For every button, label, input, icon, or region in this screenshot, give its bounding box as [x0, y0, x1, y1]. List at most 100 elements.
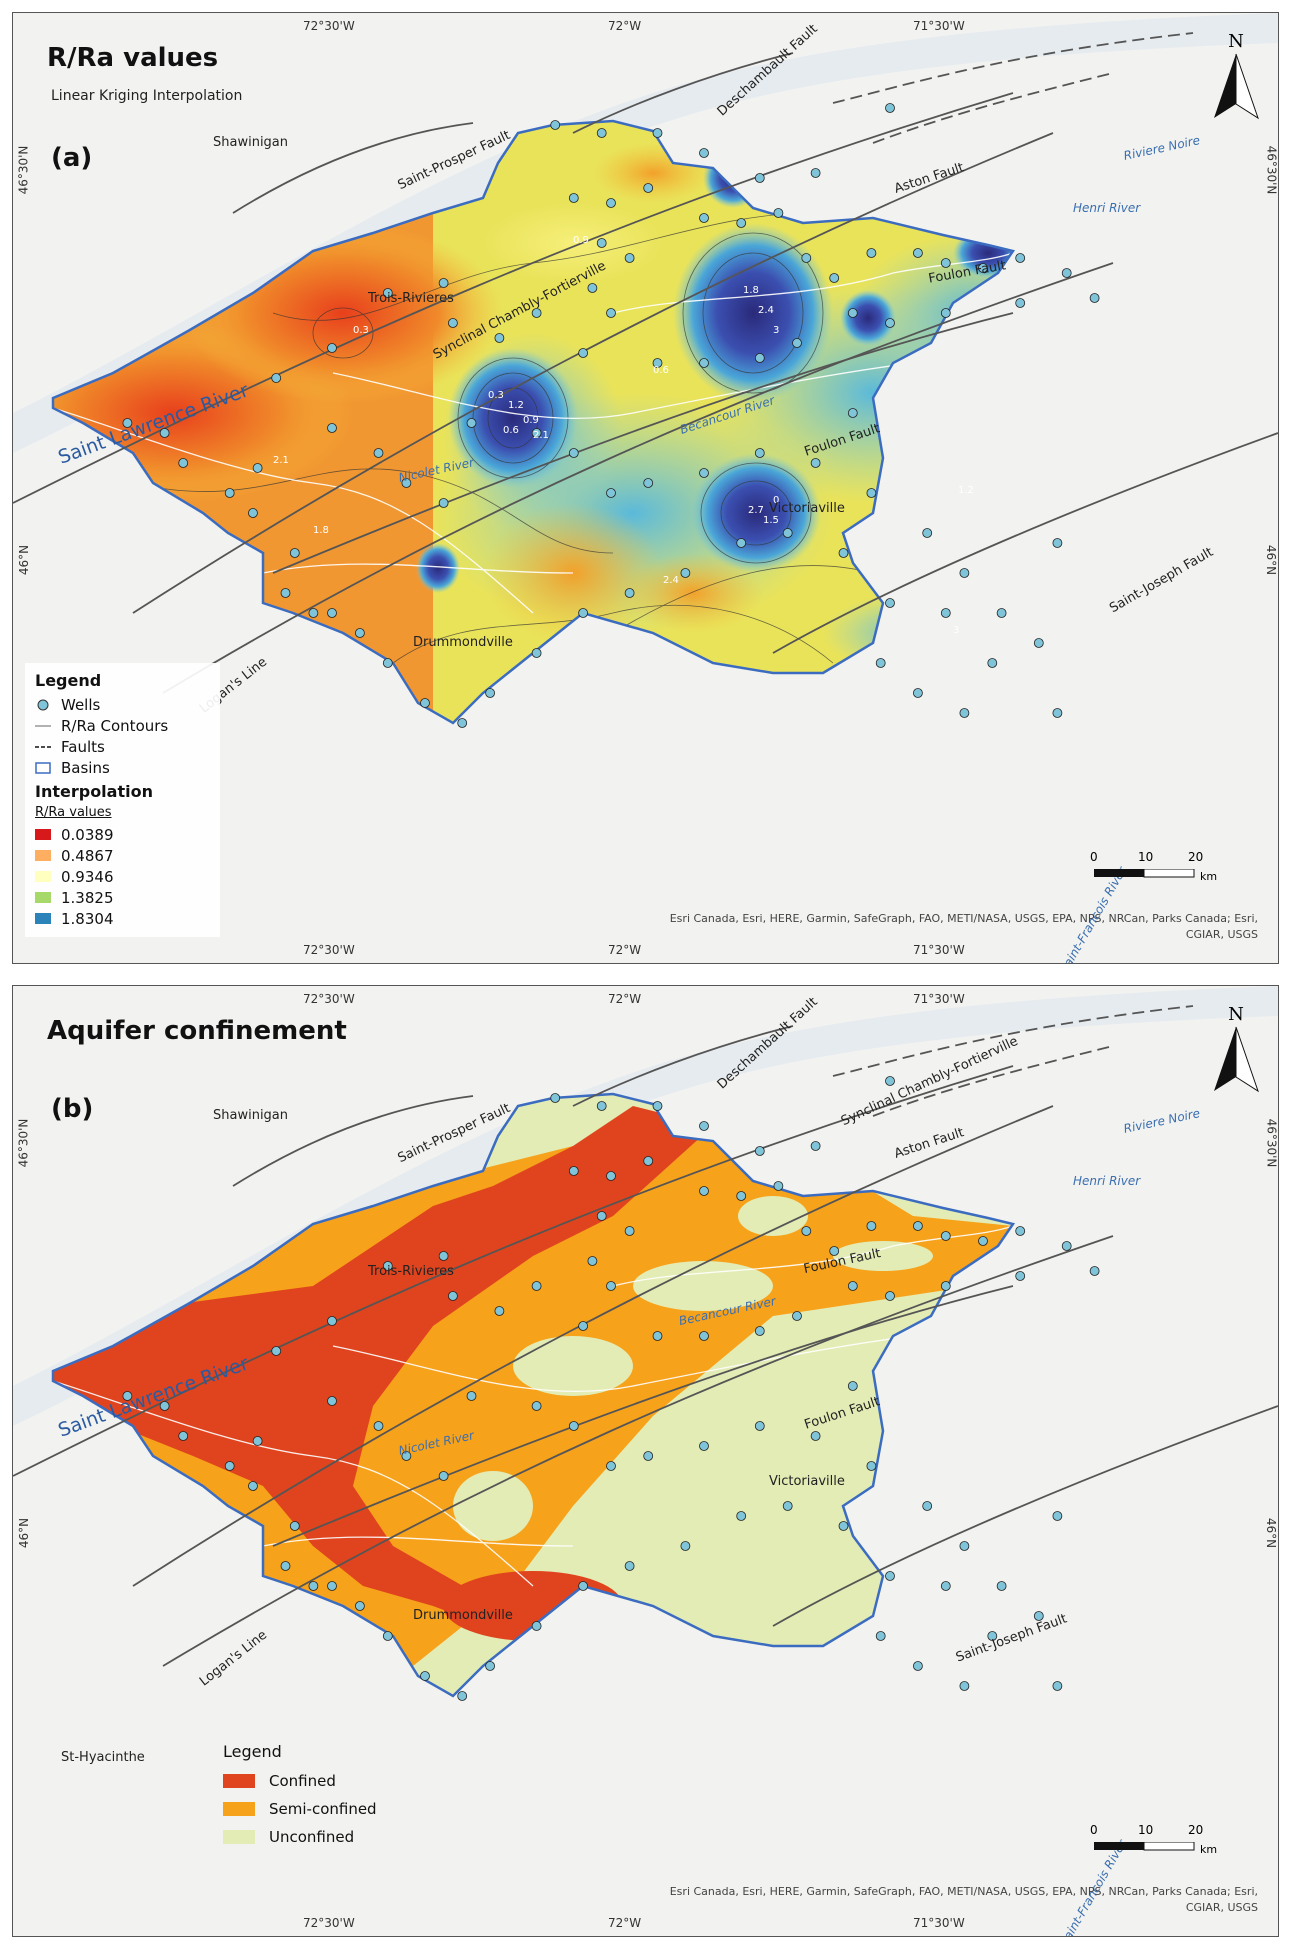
legend-class-a-swatch	[35, 829, 51, 840]
contour-label: 2.4	[663, 575, 679, 586]
well-marker	[373, 448, 384, 458]
well-marker	[838, 1521, 849, 1531]
well-marker	[122, 1391, 133, 1401]
legend-class-a-swatch	[35, 871, 51, 882]
scale-bar-b: 0 10 20 km	[1090, 1823, 1218, 1856]
legend-class-b-label: Confined	[269, 1772, 336, 1790]
label-henri-river-b: Henri River	[1073, 1174, 1141, 1188]
legend-class-b-swatch	[223, 1802, 255, 1816]
well-marker	[531, 428, 542, 438]
legend-basins: Basins	[35, 757, 210, 778]
well-marker	[792, 1311, 802, 1321]
well-marker	[680, 568, 691, 578]
panel-label: (a)	[51, 143, 93, 173]
legend-class-a-swatch	[35, 913, 51, 924]
contour-label: 3	[773, 325, 779, 336]
well-marker	[1015, 1271, 1026, 1281]
place-shawinigan-b: Shawinigan	[213, 1108, 289, 1123]
legend-panel-b: Legend Confined Semi-confined Unconfined	[223, 1742, 377, 1851]
well-marker	[354, 628, 365, 638]
coord-right-2: 46°N	[1263, 544, 1278, 576]
well-marker	[652, 1331, 663, 1341]
well-marker	[606, 308, 616, 318]
well-marker	[987, 658, 998, 668]
well-marker	[457, 1691, 468, 1701]
well-marker	[1052, 1681, 1063, 1691]
well-marker	[1052, 538, 1063, 548]
well-marker	[624, 588, 635, 598]
well-marker	[996, 1581, 1007, 1591]
well-marker	[940, 308, 951, 318]
well-marker	[847, 308, 858, 318]
contour-labels: 0.3 1.2 0.9 0.6 2.1 1.8 2.4 3 2.71.5 0 0.3 1.2 0.9 0.…	[273, 235, 974, 636]
well-marker	[289, 1521, 300, 1531]
well-marker	[866, 488, 877, 498]
legend-contours: R/Ra Contours	[35, 716, 169, 735]
legend-class-a-label: 0.4867	[61, 846, 114, 865]
legend-interp-title: Interpolation	[35, 782, 153, 801]
legend-class-a-2: 0.9346	[35, 866, 210, 887]
contour-label: 3	[953, 625, 959, 636]
well-marker	[308, 608, 319, 618]
well-marker	[643, 1451, 654, 1461]
well-marker	[782, 528, 793, 538]
well-marker	[875, 658, 886, 668]
well-marker	[587, 1256, 598, 1266]
place-drummondville-b: Drummondville	[413, 1608, 513, 1623]
well-marker	[913, 688, 923, 698]
attribution-b: Esri Canada, Esri, HERE, Garmin, SafeGra…	[669, 1885, 1258, 1914]
well-marker	[606, 488, 616, 498]
well-marker	[773, 1181, 784, 1191]
place-trois-rivieres: Trois-Rivieres	[368, 291, 454, 306]
well-marker	[885, 598, 895, 608]
well-marker	[531, 1401, 542, 1411]
legend-class-b-swatch	[223, 1830, 255, 1844]
north-arrow-icon-b: N	[1206, 1004, 1266, 1114]
well-marker	[485, 1661, 496, 1671]
well-marker	[606, 1461, 616, 1471]
well-marker	[810, 168, 821, 178]
map-title-b: Aquifer confinement	[47, 1016, 347, 1046]
well-marker	[959, 568, 970, 578]
well-marker	[736, 1511, 747, 1521]
legend-class-a-3: 1.3825	[35, 887, 210, 908]
well-marker	[1015, 253, 1026, 263]
contour-label: 0.3	[488, 390, 504, 401]
well-marker	[829, 1246, 840, 1256]
well-marker	[280, 1561, 291, 1571]
well-marker	[866, 1461, 877, 1471]
well-marker	[699, 358, 709, 368]
north-arrow-icon: N	[1206, 31, 1266, 141]
well-marker	[606, 1281, 616, 1291]
well-marker	[782, 1501, 793, 1511]
well-marker	[885, 1291, 895, 1301]
well-marker	[940, 1581, 951, 1591]
coord-left-1-b: 46°30'N	[16, 1118, 31, 1168]
well-marker	[1015, 1226, 1026, 1236]
coord-bottom-2: 72°W	[608, 943, 642, 957]
well-marker	[578, 1581, 588, 1591]
legend-class-a-label: 1.8304	[61, 909, 114, 928]
legend-title-b: Legend	[223, 1742, 282, 1761]
legend-class-a-label: 0.0389	[61, 825, 114, 844]
well-marker	[699, 213, 709, 223]
well-marker	[252, 463, 263, 473]
well-marker	[699, 1441, 709, 1451]
legend-class-a-label: 1.3825	[61, 888, 114, 907]
well-marker	[754, 1146, 765, 1156]
attribution: Esri Canada, Esri, HERE, Garmin, SafeGra…	[669, 912, 1258, 941]
contour-label: 0.6	[653, 365, 669, 376]
well-marker	[1052, 1511, 1063, 1521]
well-marker	[1089, 293, 1100, 303]
contour-label: 1.2	[958, 485, 974, 496]
well-marker	[801, 1226, 812, 1236]
legend-title: Legend	[35, 671, 102, 690]
well-marker	[596, 1101, 607, 1111]
well-marker	[280, 588, 291, 598]
well-marker	[978, 1236, 988, 1246]
legend-class-a-1: 0.4867	[35, 845, 210, 866]
well-marker	[699, 1121, 709, 1131]
panel-aquifer-confinement: Aquifer confinement (b) 72°30'W 72°W 71°…	[12, 985, 1279, 1937]
well-marker	[438, 498, 449, 508]
contour-label: 2.1	[273, 455, 289, 466]
